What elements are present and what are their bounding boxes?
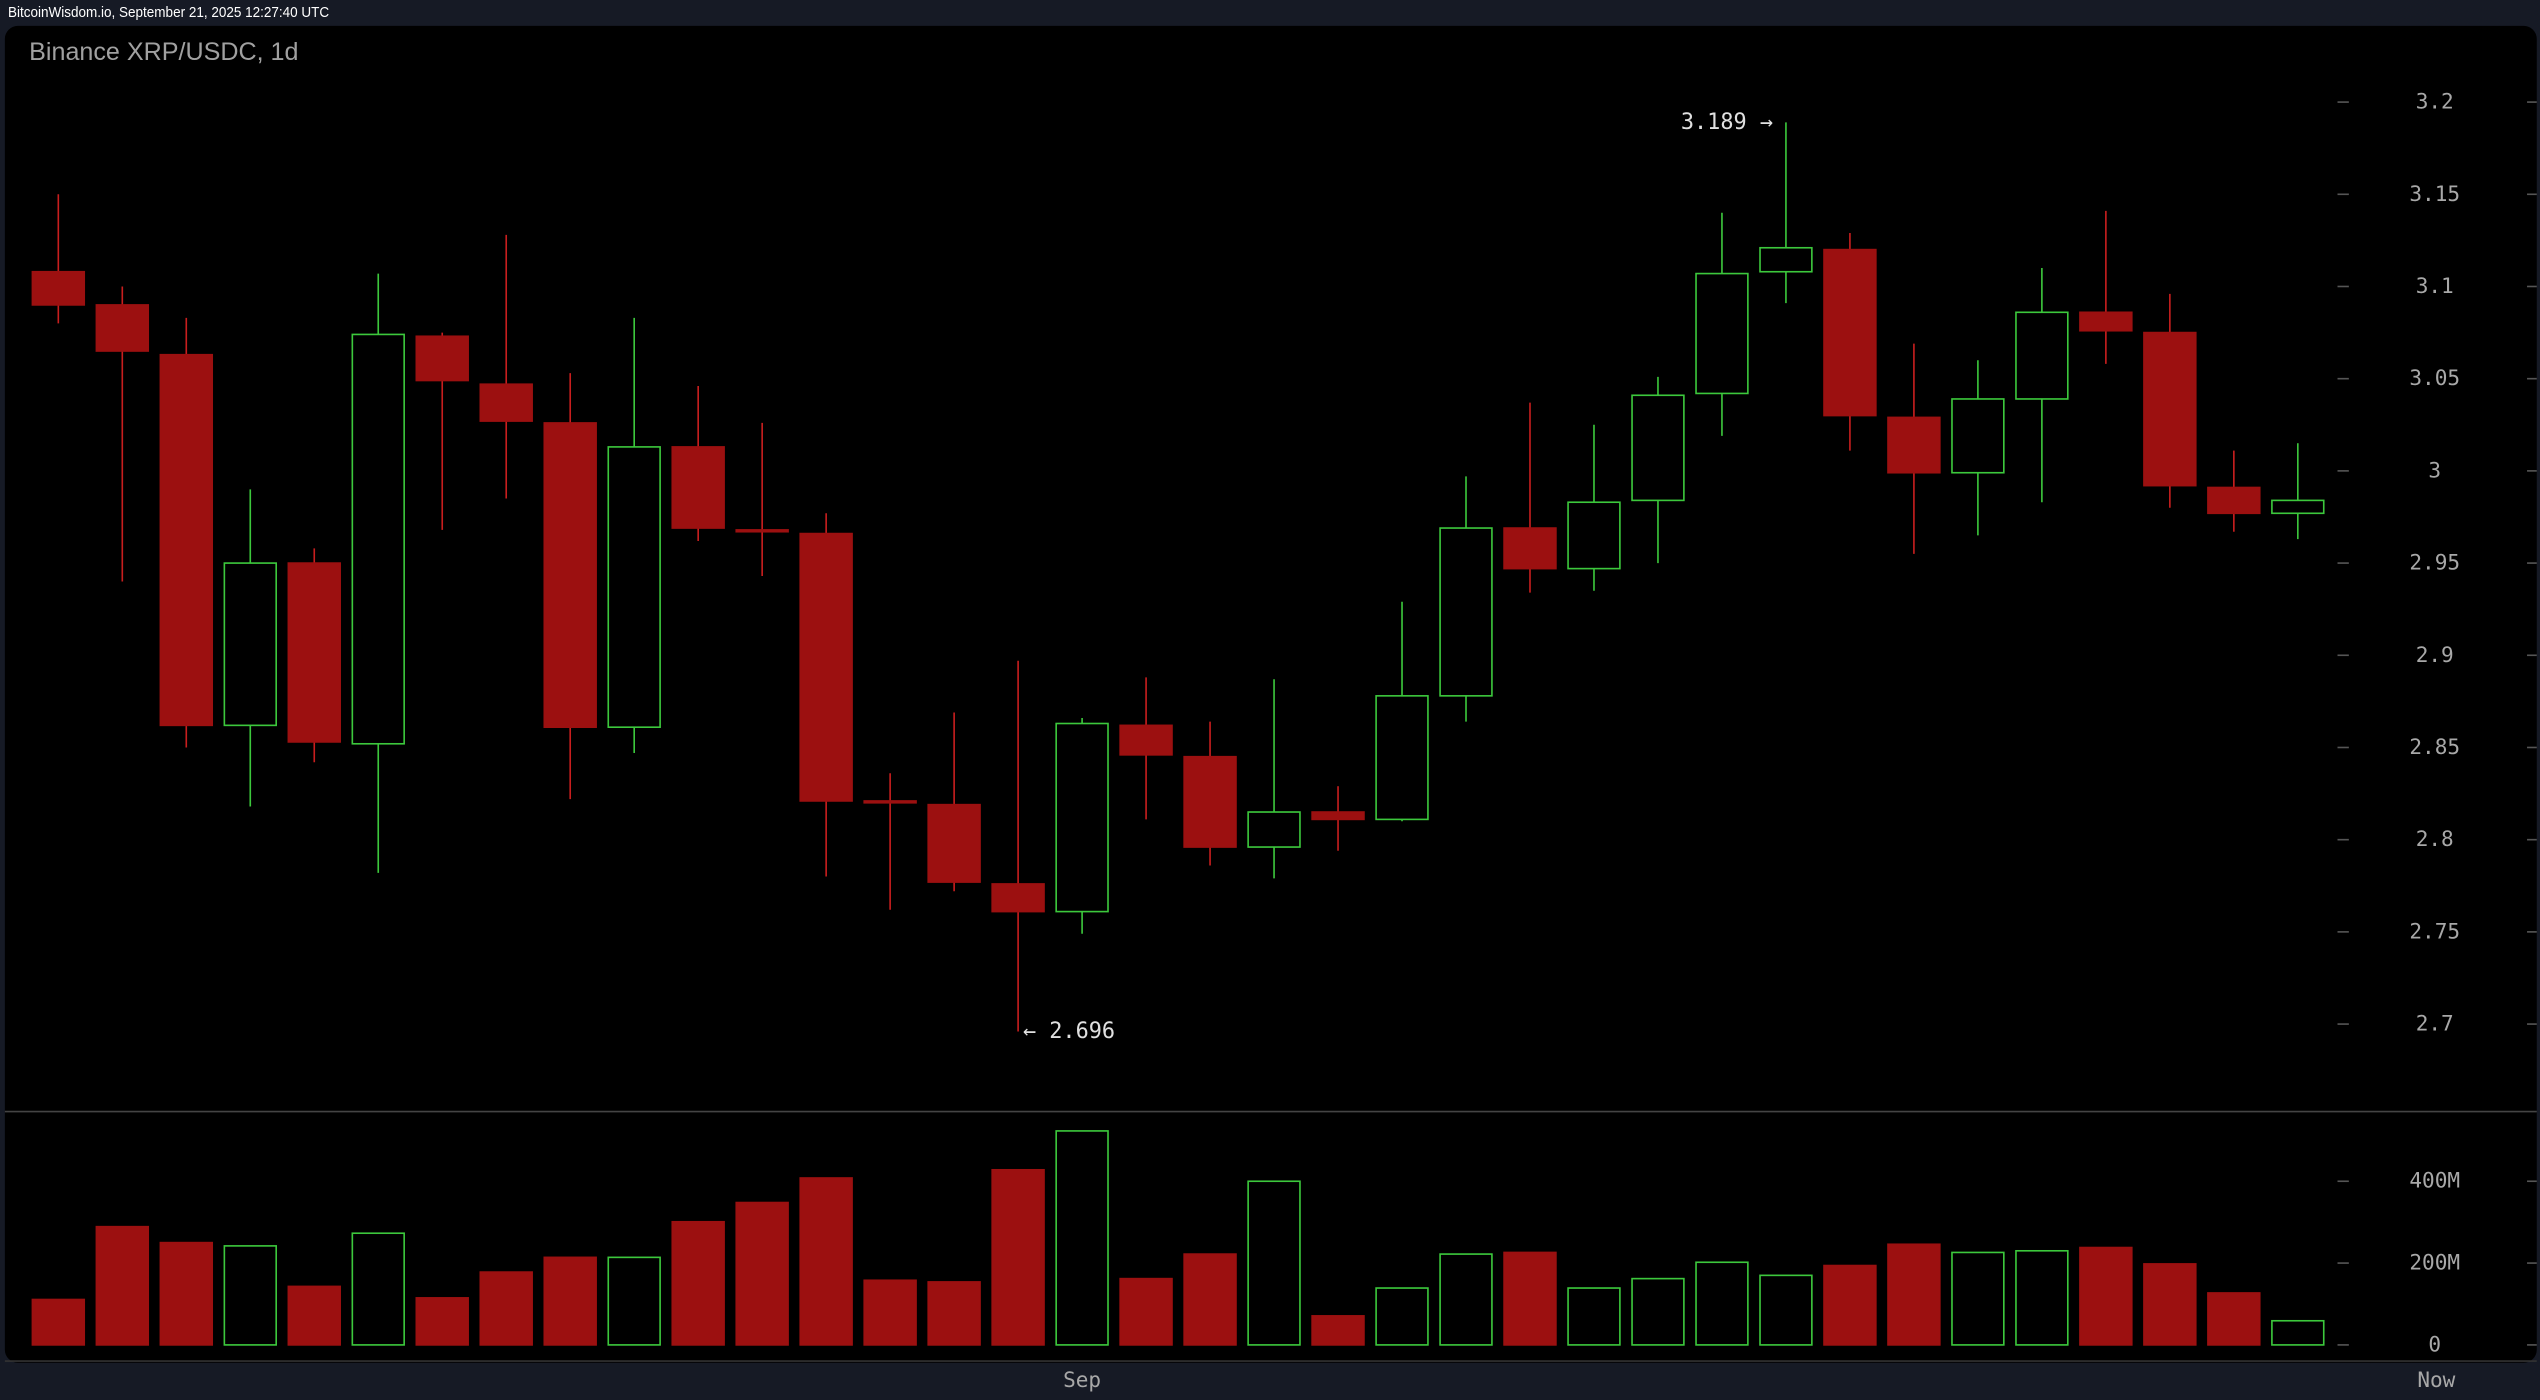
volume-bar [2143,1263,2197,1346]
volume-bar [1247,1180,1301,1346]
candle-body [2271,499,2325,515]
volume-bar [863,1279,917,1346]
volume-bar [1951,1251,2005,1346]
candle-body [863,800,917,804]
price-tick-label: 2.95 [2409,550,2460,575]
candle-body [1439,527,1493,697]
price-tick-label: 2.9 [2416,642,2454,667]
candle-body [223,562,278,727]
candle-body [1503,527,1557,570]
candle-body [95,304,150,352]
candle-body [31,270,86,306]
candle-body [1183,755,1237,848]
candle-body [351,333,405,745]
candle-body [1119,724,1173,756]
volume-bar [1439,1253,1493,1346]
price-tick-label: 3.2 [2416,89,2454,114]
volume-bar [287,1285,341,1346]
volume-bar [607,1256,661,1346]
candle-body [1311,811,1365,821]
chart-title: Binance XRP/USDC, 1d [29,38,298,66]
price-tick-label: 2.85 [2409,734,2460,759]
x-axis-label: Sep [1063,1367,1101,1392]
candle-body [1247,811,1301,848]
volume-bar [1503,1251,1557,1346]
volume-bar [1887,1243,1941,1346]
candle-body [927,803,981,883]
volume-bar [1183,1253,1237,1346]
high-annotation: 3.189 → [1681,110,1773,135]
volume-bar [991,1168,1045,1346]
candle-body [1055,722,1109,913]
volume-bar [1823,1264,1877,1346]
price-tick-label: 2.75 [2409,918,2460,943]
price-tick-label: 2.7 [2416,1011,2454,1036]
volume-tick-label: 400M [2409,1168,2460,1193]
candle-body [1695,272,1749,395]
candle-body [2207,486,2261,515]
volume-bar [1759,1274,1813,1346]
volume-bar [159,1241,214,1346]
volume-bar [2015,1249,2069,1346]
source-header: BitcoinWisdom.io, September 21, 2025 12:… [8,4,330,21]
volume-bar [95,1225,150,1346]
x-axis-label: Now [2417,1367,2455,1392]
volume-bar [1375,1287,1429,1346]
candle-body [287,562,341,743]
volume-tick-label: 0 [2428,1331,2441,1356]
volume-bar [1695,1261,1749,1346]
price-tick-label: 3 [2428,457,2441,482]
candle-body [1567,501,1621,570]
volume-bar [927,1281,981,1346]
candle-body [1375,695,1429,821]
volume-bar [1631,1277,1685,1346]
candle-body [479,383,533,422]
candle-body [2015,311,2069,400]
candle-body [799,532,853,802]
price-tick-label: 3.1 [2416,273,2454,298]
low-annotation: ← 2.696 [1023,1019,1115,1044]
candle-body [1823,248,1877,417]
candle-body [671,446,725,529]
volume-bar [2079,1246,2133,1346]
volume-bar [543,1256,597,1346]
volume-bar [1119,1277,1173,1346]
volume-bar [735,1201,789,1346]
volume-bar [1055,1130,1109,1346]
price-tick-label: 2.8 [2416,826,2454,851]
candle-body [159,353,214,727]
volume-bar [671,1220,725,1346]
volume-bar [223,1245,278,1346]
candle-body [2143,331,2197,487]
candle-body [1759,246,1813,273]
volume-bar [351,1232,405,1346]
candle-body [991,883,1045,913]
price-tick-label: 3.05 [2409,365,2460,390]
volume-bar [415,1297,469,1346]
candle-body [415,335,469,382]
candle-body [1951,398,2005,474]
volume-bar [1311,1315,1365,1346]
volume-bar [479,1271,533,1346]
volume-bar [1567,1287,1621,1346]
volume-bar [2207,1292,2261,1346]
candle-body [2079,311,2133,332]
candle-body [1631,394,1685,502]
volume-tick-label: 200M [2409,1250,2460,1275]
price-tick-label: 3.15 [2409,181,2460,206]
volume-bar [2271,1319,2325,1346]
volume-bar [799,1177,853,1346]
chart-panel [4,25,2537,1363]
candle-body [1887,416,1941,474]
candle-body [735,529,789,533]
candle-body [607,446,661,729]
candle-body [543,422,597,729]
volume-bar [31,1298,86,1346]
